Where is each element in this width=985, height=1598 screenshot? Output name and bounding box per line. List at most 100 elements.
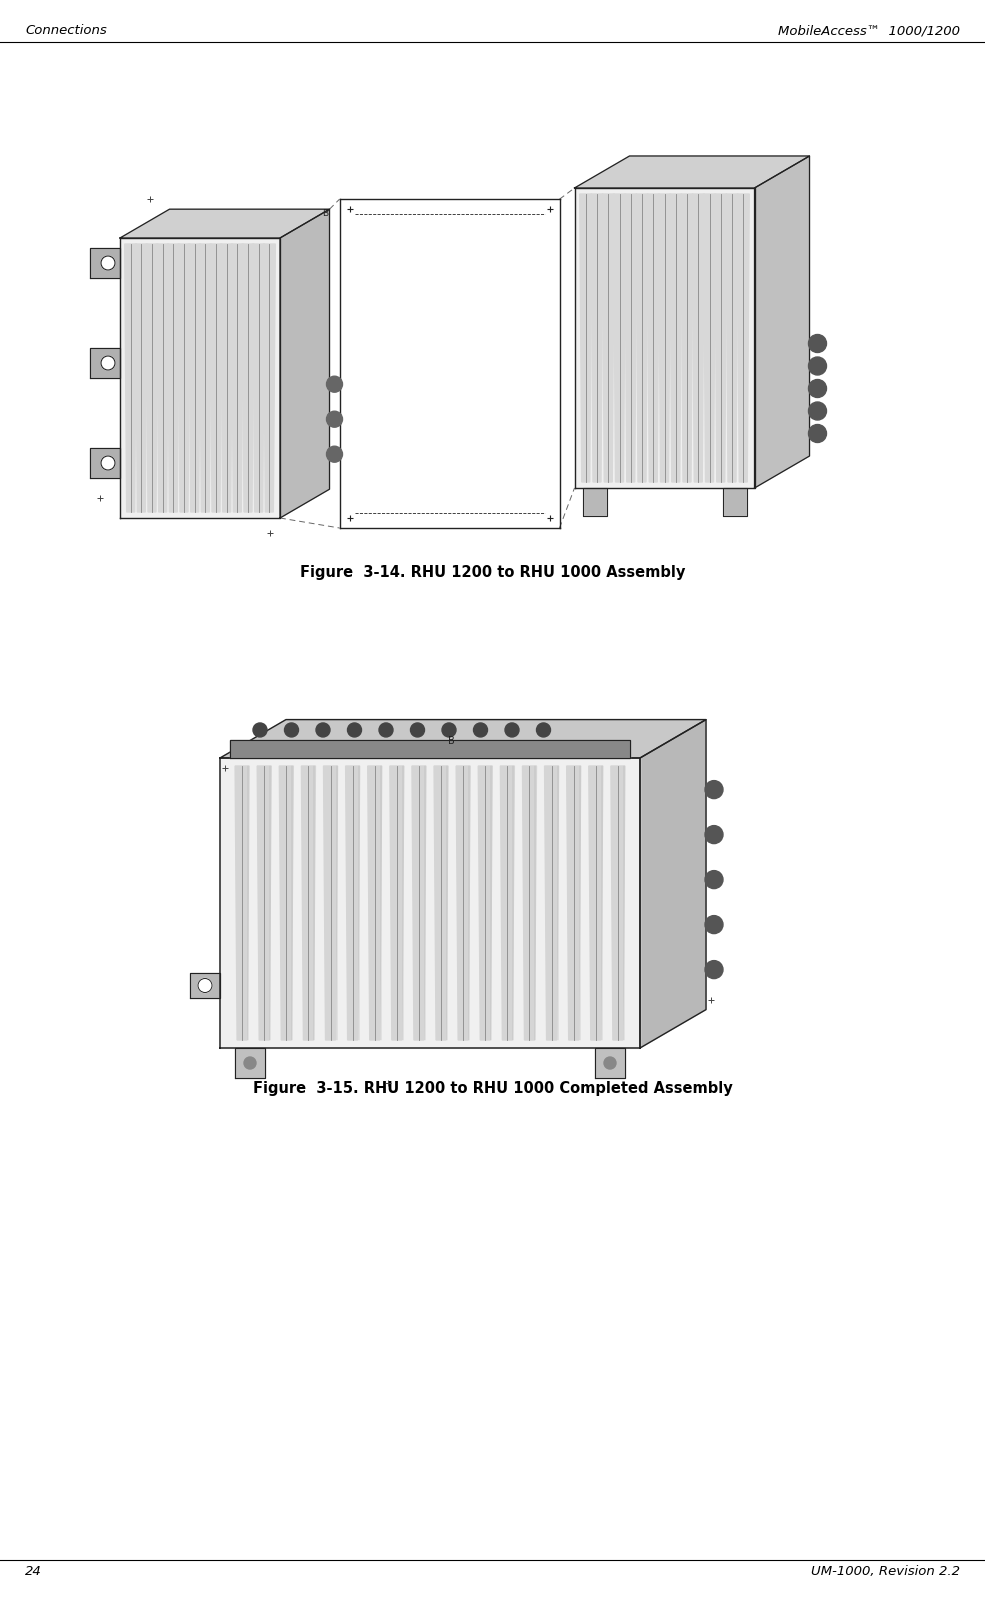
Polygon shape: [582, 487, 607, 516]
Circle shape: [244, 1056, 256, 1069]
Circle shape: [198, 978, 212, 992]
Circle shape: [411, 722, 425, 737]
Circle shape: [442, 722, 456, 737]
Polygon shape: [280, 209, 330, 518]
Polygon shape: [221, 244, 232, 511]
Polygon shape: [624, 193, 636, 483]
Polygon shape: [614, 193, 625, 483]
Circle shape: [705, 826, 723, 844]
Polygon shape: [566, 765, 581, 1040]
Polygon shape: [346, 765, 360, 1040]
Polygon shape: [640, 719, 706, 1048]
Polygon shape: [390, 765, 404, 1040]
Polygon shape: [659, 193, 671, 483]
Polygon shape: [591, 193, 603, 483]
Polygon shape: [412, 765, 426, 1040]
Polygon shape: [167, 244, 179, 511]
Polygon shape: [210, 244, 222, 511]
Polygon shape: [230, 740, 630, 757]
Polygon shape: [574, 189, 755, 487]
Circle shape: [809, 379, 826, 398]
Polygon shape: [280, 765, 294, 1040]
Polygon shape: [434, 765, 448, 1040]
Circle shape: [348, 722, 361, 737]
Polygon shape: [692, 193, 704, 483]
Polygon shape: [456, 765, 470, 1040]
Polygon shape: [726, 193, 738, 483]
Polygon shape: [178, 244, 190, 511]
Text: MobileAccess™  1000/1200: MobileAccess™ 1000/1200: [778, 24, 960, 37]
Polygon shape: [199, 244, 212, 511]
Polygon shape: [263, 244, 276, 511]
Polygon shape: [135, 244, 148, 511]
Polygon shape: [301, 765, 315, 1040]
Polygon shape: [253, 244, 265, 511]
Polygon shape: [636, 193, 648, 483]
Polygon shape: [647, 193, 659, 483]
Polygon shape: [522, 765, 537, 1040]
Circle shape: [101, 256, 115, 270]
Text: Figure  3-14. RHU 1200 to RHU 1000 Assembly: Figure 3-14. RHU 1200 to RHU 1000 Assemb…: [299, 566, 686, 580]
Polygon shape: [703, 193, 715, 483]
Polygon shape: [157, 244, 168, 511]
Circle shape: [505, 722, 519, 737]
Polygon shape: [574, 157, 810, 189]
Circle shape: [326, 376, 343, 392]
Circle shape: [809, 334, 826, 353]
Polygon shape: [90, 248, 120, 278]
Circle shape: [379, 722, 393, 737]
Polygon shape: [242, 244, 254, 511]
Polygon shape: [670, 193, 682, 483]
Polygon shape: [235, 1048, 265, 1079]
Polygon shape: [545, 765, 558, 1040]
Polygon shape: [479, 765, 492, 1040]
Circle shape: [101, 455, 115, 470]
Polygon shape: [231, 244, 243, 511]
Polygon shape: [220, 757, 640, 1048]
Circle shape: [326, 446, 343, 462]
Circle shape: [604, 1056, 616, 1069]
Polygon shape: [323, 765, 338, 1040]
Text: Connections: Connections: [25, 24, 106, 37]
Polygon shape: [189, 244, 201, 511]
Circle shape: [809, 425, 826, 443]
Circle shape: [326, 411, 343, 427]
Polygon shape: [125, 244, 137, 511]
Polygon shape: [595, 1048, 625, 1079]
Polygon shape: [190, 973, 220, 999]
Text: 24: 24: [25, 1566, 41, 1579]
Polygon shape: [602, 193, 615, 483]
Polygon shape: [367, 765, 382, 1040]
Circle shape: [705, 960, 723, 978]
Polygon shape: [755, 157, 810, 487]
Polygon shape: [220, 719, 706, 757]
Polygon shape: [681, 193, 693, 483]
Polygon shape: [723, 487, 747, 516]
Circle shape: [253, 722, 267, 737]
Polygon shape: [737, 193, 750, 483]
Polygon shape: [257, 765, 271, 1040]
Text: UM-1000, Revision 2.2: UM-1000, Revision 2.2: [811, 1566, 960, 1579]
Text: Figure  3-15. RHU 1200 to RHU 1000 Completed Assembly: Figure 3-15. RHU 1200 to RHU 1000 Comple…: [252, 1080, 733, 1096]
Text: B: B: [447, 735, 454, 746]
Circle shape: [474, 722, 488, 737]
Text: B: B: [322, 209, 328, 217]
Polygon shape: [580, 193, 592, 483]
Polygon shape: [715, 193, 727, 483]
Circle shape: [705, 780, 723, 799]
Polygon shape: [611, 765, 624, 1040]
Polygon shape: [589, 765, 603, 1040]
Circle shape: [316, 722, 330, 737]
Polygon shape: [500, 765, 514, 1040]
Polygon shape: [146, 244, 158, 511]
Polygon shape: [120, 238, 280, 518]
Circle shape: [101, 356, 115, 371]
Polygon shape: [90, 447, 120, 478]
Circle shape: [537, 722, 551, 737]
Polygon shape: [90, 348, 120, 379]
Circle shape: [285, 722, 298, 737]
Circle shape: [705, 916, 723, 933]
Polygon shape: [120, 209, 330, 238]
Polygon shape: [235, 765, 249, 1040]
Circle shape: [809, 403, 826, 420]
